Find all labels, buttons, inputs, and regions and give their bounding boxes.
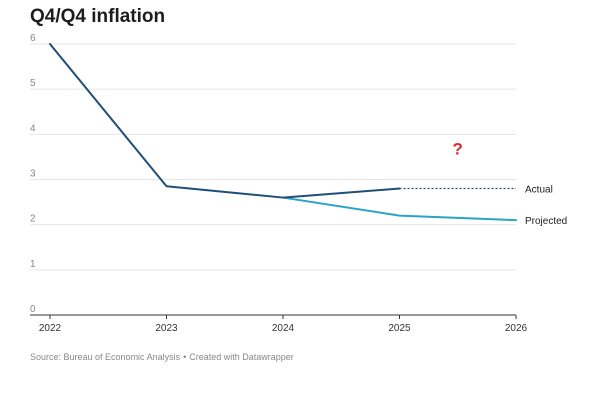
y-tick-labels: 0 1 2 3 4 5 6 [30, 33, 36, 315]
y-tick-label: 0 [30, 304, 36, 315]
x-tick-label: 2024 [272, 323, 295, 334]
y-tick-label: 4 [30, 123, 36, 134]
source-text: Source: Bureau of Economic Analysis [30, 352, 181, 362]
series-line-actual [49, 43, 401, 199]
y-tick-label: 5 [30, 78, 36, 89]
credit-text: Created with Datawrapper [189, 352, 294, 362]
source-note: Source: Bureau of Economic Analysis • Crea… [30, 352, 294, 362]
y-tick-label: 6 [30, 33, 36, 44]
chart-title: Q4/Q4 inflation [30, 6, 166, 27]
gridlines [30, 43, 517, 319]
x-tick-label: 2025 [388, 323, 411, 334]
x-tick-label: 2023 [155, 323, 178, 334]
series-labels: Actual Projected [525, 185, 567, 228]
footer-separator: • [183, 352, 187, 362]
series-label-projected: Projected [525, 216, 567, 227]
x-tick-labels: 2022 2023 2024 2025 2026 [39, 323, 528, 334]
x-tick-label: 2022 [39, 323, 62, 334]
series-lines [49, 43, 517, 222]
annotations: ? [453, 140, 463, 159]
y-tick-label: 2 [30, 214, 36, 225]
x-tick-label: 2026 [505, 323, 528, 334]
y-tick-label: 1 [30, 259, 36, 270]
series-label-actual: Actual [525, 185, 553, 196]
question-mark-annotation: ? [453, 140, 463, 159]
y-tick-label: 3 [30, 169, 36, 180]
series-line-projected [282, 196, 517, 222]
